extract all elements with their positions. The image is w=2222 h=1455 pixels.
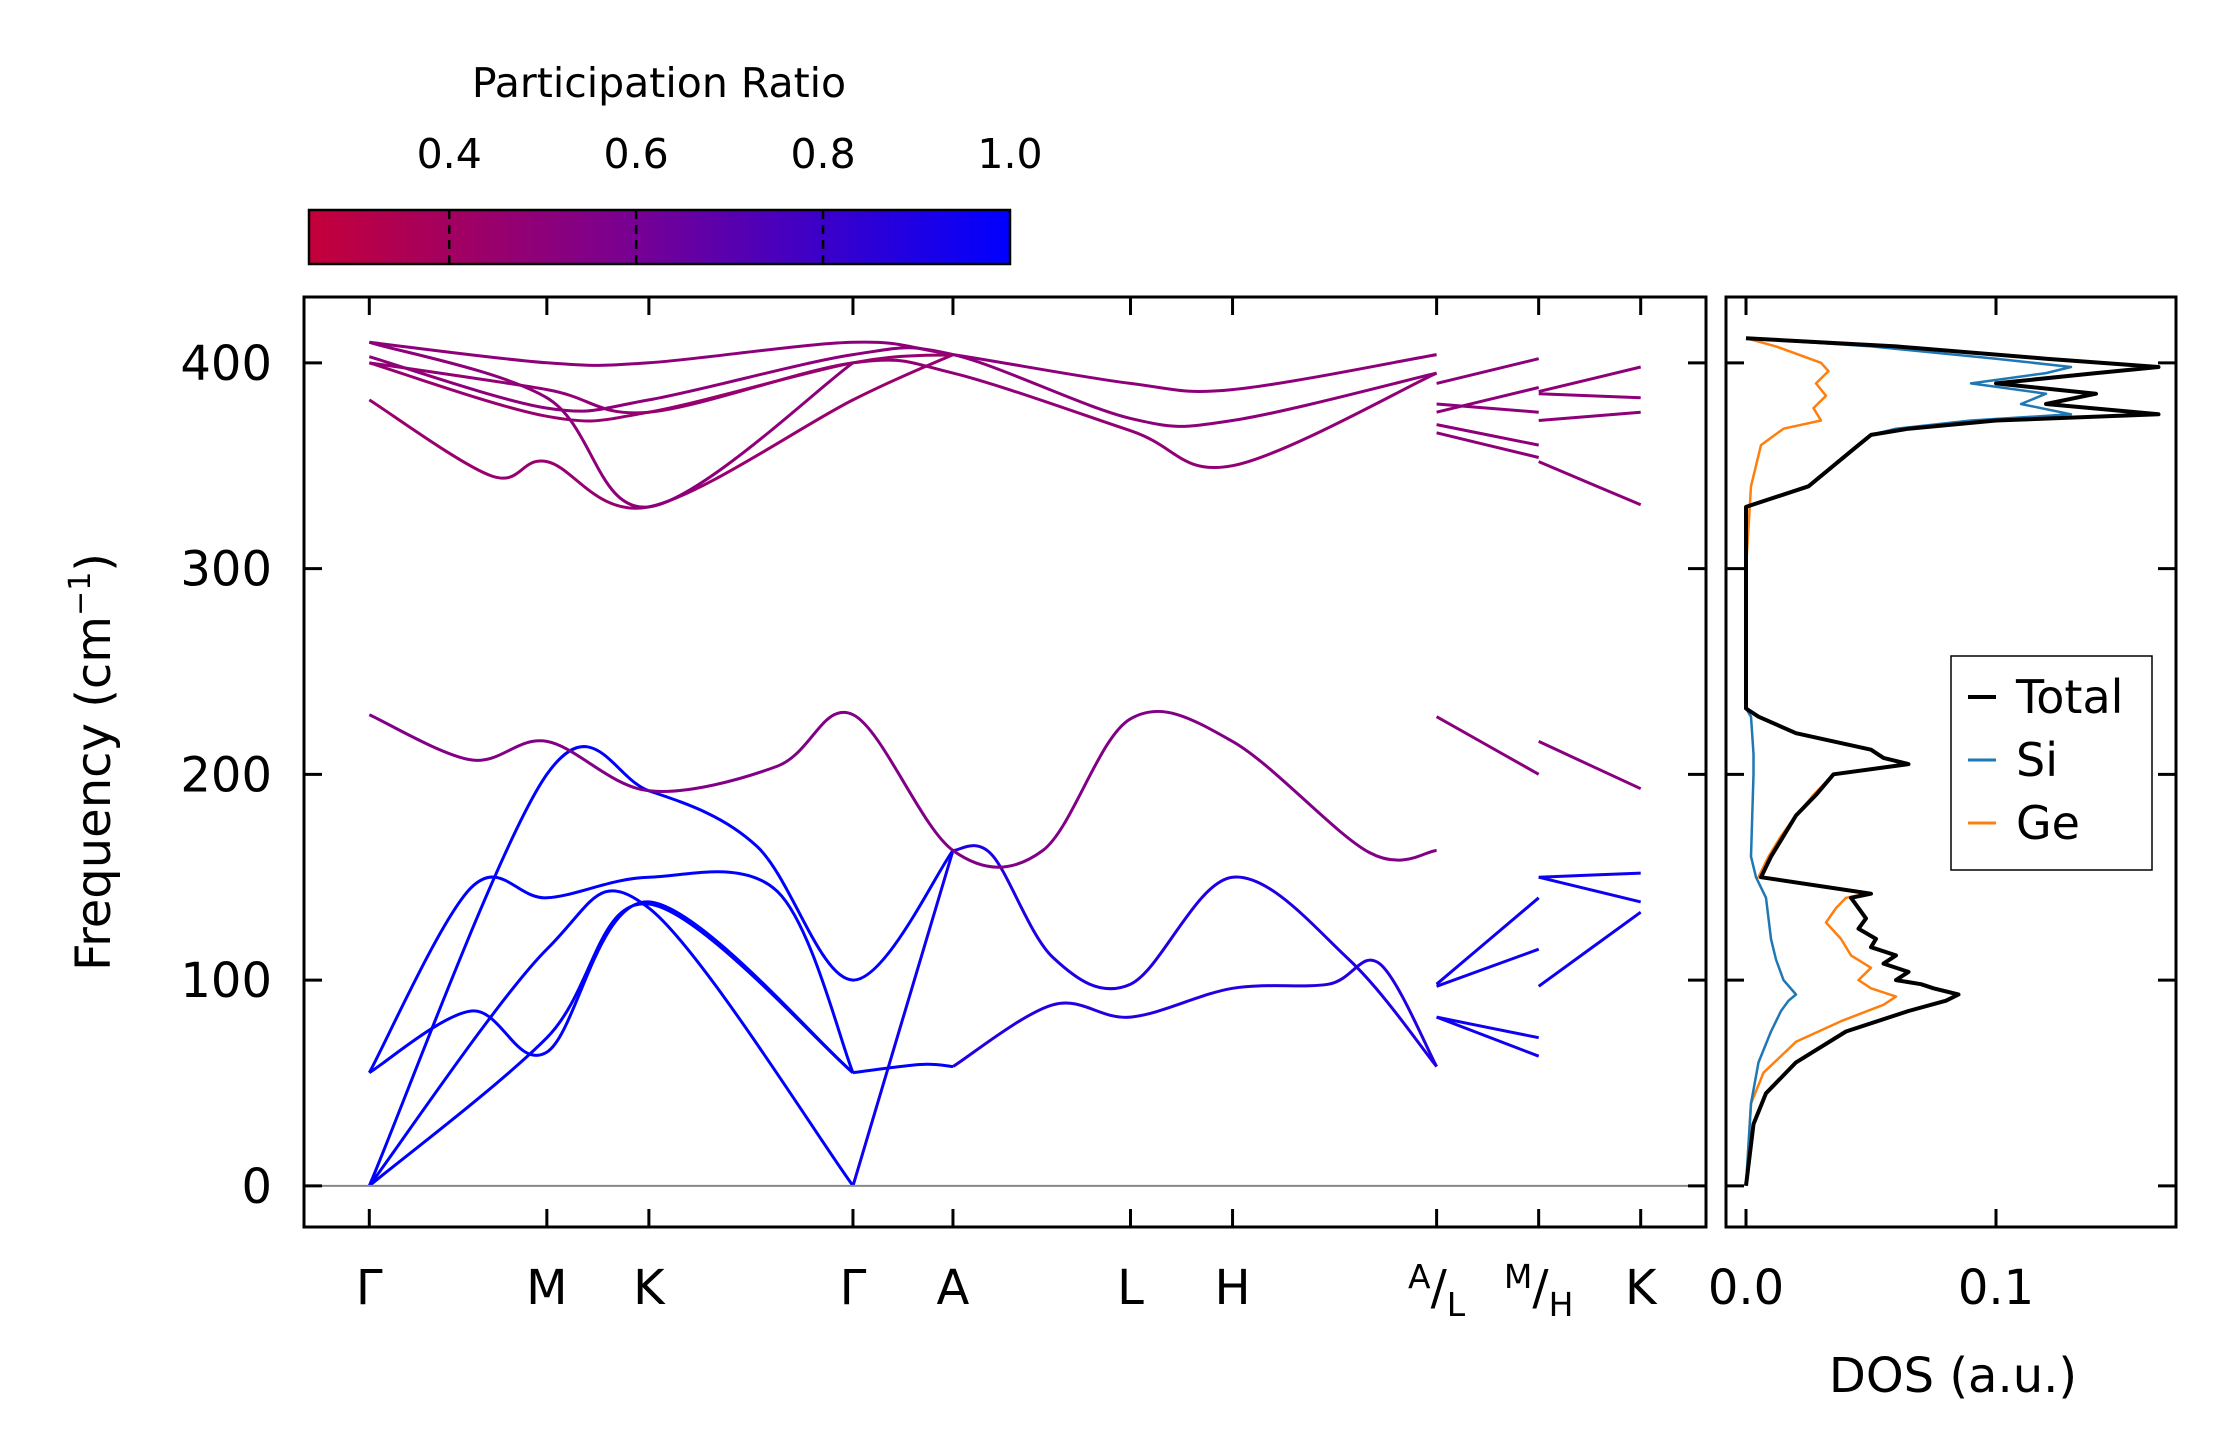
legend-total-label: Total: [2015, 670, 2123, 724]
dos-xtick-label: 0.1: [1958, 1260, 2034, 1316]
kpath-ticks: Γ M K Γ A L H A/LM/H K: [356, 297, 1658, 1324]
dos-lines: [1744, 336, 2161, 1187]
kpoint-label-slash: /: [1431, 1260, 1448, 1316]
dispersion-branches: [367, 340, 1642, 1187]
frequency-tick-label: 200: [180, 747, 272, 803]
colorbar-tick-label: 0.6: [604, 130, 669, 178]
legend-si-label: Si: [2016, 733, 2058, 787]
colorbar-tick-label: 0.4: [417, 130, 482, 178]
frequency-label-sup: −1: [63, 572, 98, 616]
phonon-branch: [1436, 1015, 1540, 1058]
dos-ticks: 0.0 0.1: [1708, 297, 2176, 1316]
dos-axis-label: DOS (a.u.): [1829, 1348, 2077, 1404]
dos-legend: Total Si Ge: [1950, 655, 2153, 871]
kpoint-label: L: [1117, 1260, 1144, 1316]
dos-xtick-label: 0.0: [1708, 1260, 1784, 1316]
kpoint-label: M/H: [1504, 1257, 1573, 1324]
colorbar: Participation Ratio 0.4 0.6 0.8 1.0: [307, 59, 1043, 266]
phonon-branch: [1538, 875, 1642, 904]
dos-series-ge: [1744, 336, 1905, 1186]
dispersion-axes-frame: [302, 295, 1708, 1229]
phonon-branch: [368, 900, 854, 1074]
colorbar-tick-label: 0.8: [790, 130, 855, 178]
phonon-branch: [1538, 460, 1642, 507]
phonon-branch: [1538, 871, 1641, 879]
dos-series-total: [1744, 336, 2161, 1187]
frequency-tick-label: 300: [180, 542, 272, 598]
frequency-axis-label: Frequency (cm−1): [63, 553, 122, 971]
dos-axes-frame: [1724, 295, 2178, 1229]
phonon-branch: [368, 889, 855, 1187]
phonon-branch: [368, 353, 954, 423]
frequency-tick-label: 400: [180, 336, 272, 392]
phonon-branch: [952, 844, 1438, 1068]
colorbar-ticks: 0.4 0.6 0.8 1.0: [417, 130, 1043, 264]
phonon-branch: [952, 958, 1438, 1068]
kpoint-label-upper: M: [1504, 1257, 1532, 1296]
phonon-branch: [1436, 431, 1540, 459]
frequency-axis-ticks: 0 100 200 300 400: [180, 336, 1706, 1215]
frequency-label-close: ): [66, 553, 122, 572]
colorbar-tick-label: 1.0: [977, 130, 1042, 178]
kpoint-label: A: [937, 1260, 970, 1316]
phonon-branch: [367, 870, 855, 1074]
kpoint-label-upper: A: [1408, 1257, 1431, 1296]
phonon-branch: [1537, 910, 1642, 988]
kpoint-label-lower: H: [1549, 1285, 1574, 1324]
kpoint-label: Γ: [356, 1260, 383, 1316]
colorbar-title: Participation Ratio: [472, 59, 846, 107]
colorbar-gradient: [307, 208, 1012, 266]
legend-frame: [1950, 655, 2153, 871]
phonon-branch: [1538, 740, 1642, 791]
phonon-branch: [851, 850, 955, 1187]
phonon-branch: [369, 358, 1438, 470]
kpoint-label-lower: L: [1447, 1285, 1466, 1324]
kpoint-label: H: [1214, 1260, 1250, 1316]
frequency-tick-label: 100: [180, 953, 272, 1009]
phonon-branch: [1435, 715, 1540, 776]
phonon-branch: [368, 353, 954, 510]
phonon-branch: [1436, 402, 1539, 414]
dos-panel: 0.0 0.1 DOS (a.u.) Total Si Ge: [1708, 295, 2178, 1404]
phonon-branch: [368, 340, 854, 509]
phonon-branch: [1435, 896, 1540, 986]
kpoint-label: K: [633, 1260, 666, 1316]
phonon-branch: [368, 902, 854, 1187]
phonon-branch: [1436, 1015, 1539, 1040]
phonon-branch: [1436, 386, 1540, 414]
kpoint-label: K: [1625, 1260, 1658, 1316]
kpoint-label: M: [526, 1260, 567, 1316]
phonon-branch: [1436, 947, 1540, 988]
phonon-branch: [367, 745, 955, 1187]
phonon-branch: [1436, 357, 1540, 385]
kpoint-label: Γ: [840, 1260, 867, 1316]
legend-ge-label: Ge: [2016, 796, 2080, 850]
phonon-branch: [1538, 410, 1641, 422]
kpoint-label: A/L: [1408, 1257, 1466, 1324]
frequency-tick-label: 0: [241, 1159, 272, 1215]
phonon-branch: [1436, 423, 1539, 447]
kpoint-label-slash: /: [1532, 1260, 1549, 1316]
phonon-branch: [1538, 365, 1642, 394]
frequency-label-main: Frequency (cm: [66, 616, 122, 971]
phonon-branch: [1538, 392, 1641, 400]
phonon-branch: [852, 1062, 954, 1075]
phonon-branch: [368, 709, 1437, 869]
phonon-branch: [368, 346, 1437, 428]
phonon-branch: [369, 340, 1437, 393]
